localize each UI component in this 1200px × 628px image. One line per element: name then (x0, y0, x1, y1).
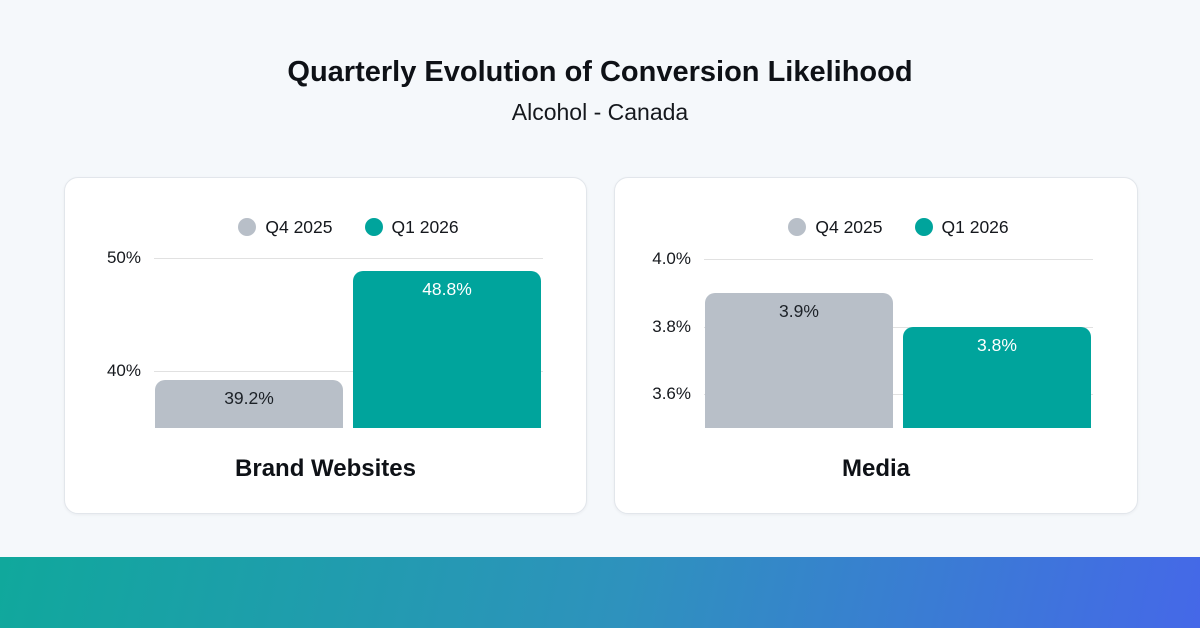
bar-value-label: 39.2% (224, 388, 274, 409)
y-tick-label: 50% (106, 247, 141, 267)
legend-dot-q1-2026 (914, 218, 933, 236)
legend-label-q4-2025: Q4 2025 (265, 216, 333, 237)
bar-value-label: 3.8% (977, 334, 1017, 355)
media-chart-card: Q4 2025 Q1 2026 3.9% 3.8% Media 4.0% 3.8% 3… (614, 177, 1138, 514)
legend-item-q1-2026: Q1 2026 (914, 216, 1009, 238)
y-tick-label: 40% (106, 361, 141, 381)
page-title: Quarterly Evolution of Conversion Likeli… (287, 56, 913, 88)
legend-label-q1-2026: Q1 2026 (941, 216, 1009, 237)
category-label-media: Media (841, 455, 910, 482)
gridline (704, 326, 1093, 328)
bar-q4-2025: 3.9% (705, 292, 893, 428)
legend-item-q4-2025: Q4 2025 (788, 216, 883, 238)
bar-q1-2026: 3.8% (903, 326, 1091, 428)
chart-legend: Q4 2025 Q1 2026 (154, 216, 543, 238)
plot-area: 3.9% 3.8% (704, 178, 1093, 428)
gridline (704, 259, 1093, 261)
legend-item-q4-2025: Q4 2025 (238, 216, 333, 238)
legend-label-q4-2025: Q4 2025 (815, 216, 883, 237)
chart-legend: Q4 2025 Q1 2026 (704, 216, 1093, 238)
bar-value-label: 3.9% (779, 300, 819, 321)
legend-label-q1-2026: Q1 2026 (391, 216, 459, 237)
bar-q1-2026: 48.8% (353, 271, 541, 428)
gridline (704, 394, 1093, 396)
legend-dot-q1-2026 (364, 218, 383, 236)
footer-band: MikMak a SPINS company Source: MikMak Sh… (0, 557, 1200, 628)
legend-dot-q4-2025 (788, 218, 807, 236)
y-tick-label: 4.0% (652, 249, 691, 269)
page-subtitle: Alcohol - Canada (511, 99, 689, 125)
legend-item-q1-2026: Q1 2026 (364, 216, 459, 238)
legend-dot-q4-2025 (238, 218, 257, 236)
brand-websites-chart-card: Q4 2025 Q1 2026 39.2% 48.8% Brand Website… (64, 177, 587, 514)
gridline (154, 257, 543, 259)
category-label-brand-websites: Brand Websites (235, 455, 416, 482)
y-tick-label: 3.8% (652, 316, 691, 336)
bar-q4-2025: 39.2% (155, 380, 343, 428)
gridline (154, 371, 543, 373)
plot-area: 39.2% 48.8% (154, 178, 543, 428)
y-tick-label: 3.6% (652, 384, 691, 404)
bar-value-label: 48.8% (422, 279, 472, 300)
